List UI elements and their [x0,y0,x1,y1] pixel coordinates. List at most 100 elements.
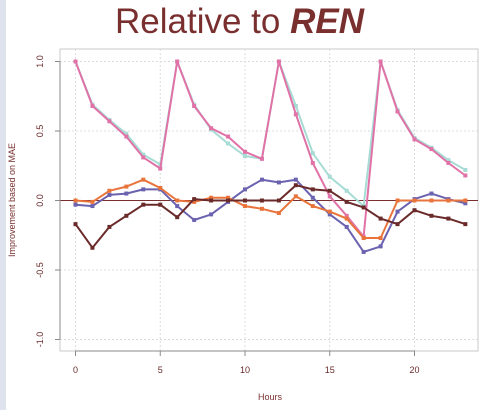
data-point [293,112,298,117]
data-point [243,154,247,159]
data-point [378,59,383,64]
data-point [192,103,197,108]
data-point [446,216,451,221]
data-point [344,224,349,229]
data-point [73,222,78,227]
data-point [192,217,197,222]
data-point [107,119,112,124]
data-point [73,59,78,64]
data-point [209,198,214,203]
series-line [74,60,466,238]
data-point [310,151,315,156]
y-tick-label: -0.5 [35,262,45,278]
data-point [361,205,366,210]
data-point [412,137,417,142]
data-point [243,198,247,203]
data-point [141,152,146,157]
data-point [141,177,146,182]
series-2 [73,59,468,239]
data-point [344,199,349,204]
series-line [75,178,466,253]
data-point [158,185,163,190]
data-point [175,198,180,203]
data-point [90,204,95,209]
data-point [175,59,180,64]
data-point [395,109,400,114]
series-5 [73,183,468,250]
data-point [209,126,214,131]
data-point [124,131,129,136]
data-point [446,160,451,165]
data-point [327,174,332,179]
data-point [361,236,366,241]
data-point [209,212,214,217]
data-point [90,245,95,250]
data-point [446,198,451,203]
data-point [310,187,315,192]
data-point [124,213,129,218]
data-point [124,134,129,139]
data-point [344,213,349,218]
data-point [259,156,264,161]
series-4 [73,177,468,241]
data-point [107,188,112,193]
series-line [74,184,466,249]
data-point [276,59,281,64]
data-point [141,202,146,207]
chart-title-emphasis: REN [290,2,364,41]
data-point [243,187,247,192]
data-point [293,194,298,199]
data-point [293,177,298,182]
data-point [293,103,298,108]
data-point [73,198,78,203]
data-point [429,191,434,196]
data-point [226,198,231,203]
data-point [327,194,332,199]
data-point [429,147,434,152]
data-point [395,198,400,203]
data-point [209,195,214,200]
data-point [463,198,468,203]
data-point [243,149,247,154]
data-point [463,173,468,178]
left-edge-stripe [0,0,6,410]
data-point [141,187,146,192]
data-point [226,141,231,146]
data-point [344,216,349,221]
data-point [192,199,197,204]
series-line [75,178,466,239]
x-axis-label: Hours [258,392,283,402]
data-point [327,188,332,193]
data-point [378,244,383,249]
x-tick-label: 10 [240,365,250,375]
data-point [463,222,468,227]
data-point [90,103,95,108]
data-point [412,198,417,203]
data-point [276,211,281,216]
data-point [463,201,468,206]
data-point [107,224,112,229]
data-point [259,177,264,182]
chart-title: Relative to REN [0,2,479,42]
series-group [73,59,468,254]
data-point [73,202,78,207]
data-point [412,208,417,213]
data-point [378,236,383,241]
x-tick-label: 20 [409,365,419,375]
data-point [361,249,366,254]
data-point [226,195,231,200]
data-point [429,213,434,218]
x-tick-label: 0 [73,365,78,375]
data-point [293,183,298,188]
data-point [175,215,180,220]
data-point [243,204,247,209]
x-axis: 0 5 10 15 20 [73,350,420,375]
data-point [124,191,129,196]
y-tick-label: -1.0 [35,332,45,348]
data-point [327,212,332,217]
data-point [175,204,180,209]
y-tick-label: 0.0 [35,194,45,207]
data-point [327,209,332,214]
data-point [107,192,112,197]
